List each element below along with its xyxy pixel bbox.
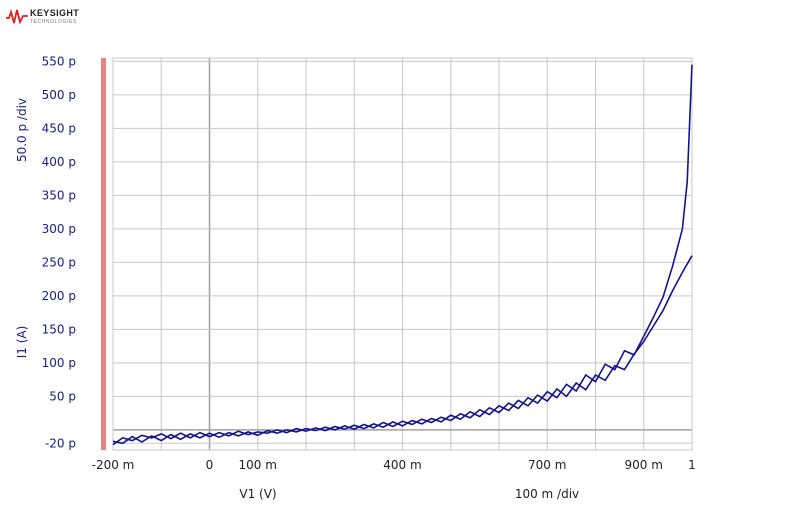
x-div-label: 100 m /div bbox=[515, 487, 579, 501]
x-tick-label: 1 bbox=[688, 458, 696, 472]
y-tick-label: 50 p bbox=[49, 389, 76, 403]
y-tick-label: 250 p bbox=[42, 255, 76, 269]
y-tick-label: 150 p bbox=[42, 322, 76, 336]
trace-2 bbox=[112, 255, 693, 445]
keysight-logo: KEYSIGHT TECHNOLOGIES bbox=[6, 6, 96, 28]
plot-frame bbox=[112, 57, 693, 451]
x-tick-label: 100 m bbox=[239, 458, 277, 472]
y-tick-label: -20 p bbox=[45, 436, 76, 450]
x-tick-labels: -200 m 0 100 m 400 m 700 m 900 m 1 bbox=[92, 458, 696, 472]
y-tick-label: 400 p bbox=[42, 155, 76, 169]
y-tick-label: 450 p bbox=[42, 121, 76, 135]
x-tick-label: 0 bbox=[206, 458, 214, 472]
x-tick-label: 400 m bbox=[383, 458, 421, 472]
y-tick-labels: 550 p 500 p 450 p 400 p 350 p 300 p 250 p 200 p… bbox=[42, 54, 76, 450]
y-tick-label: 100 p bbox=[42, 356, 76, 370]
y-tick-label: 500 p bbox=[42, 88, 76, 102]
red-axis-bar bbox=[101, 58, 106, 450]
x-tick-label: -200 m bbox=[92, 458, 135, 472]
x-tick-label: 700 m bbox=[528, 458, 566, 472]
y-axis-label: I1 (A) bbox=[15, 326, 29, 359]
logo-brand-text: KEYSIGHT bbox=[30, 8, 80, 18]
y-tick-label: 350 p bbox=[42, 188, 76, 202]
x-tick-label: 900 m bbox=[625, 458, 663, 472]
x-axis-label: V1 (V) bbox=[239, 487, 276, 501]
y-tick-label: 300 p bbox=[42, 222, 76, 236]
keysight-wave-icon bbox=[6, 8, 28, 25]
y-tick-label: 550 p bbox=[42, 54, 76, 68]
logo-sub-text: TECHNOLOGIES bbox=[30, 19, 77, 25]
y-div-label: 50.0 p /div bbox=[15, 98, 29, 162]
trace-group bbox=[112, 64, 693, 446]
y-tick-label: 200 p bbox=[42, 289, 76, 303]
grid-lines bbox=[112, 57, 693, 451]
